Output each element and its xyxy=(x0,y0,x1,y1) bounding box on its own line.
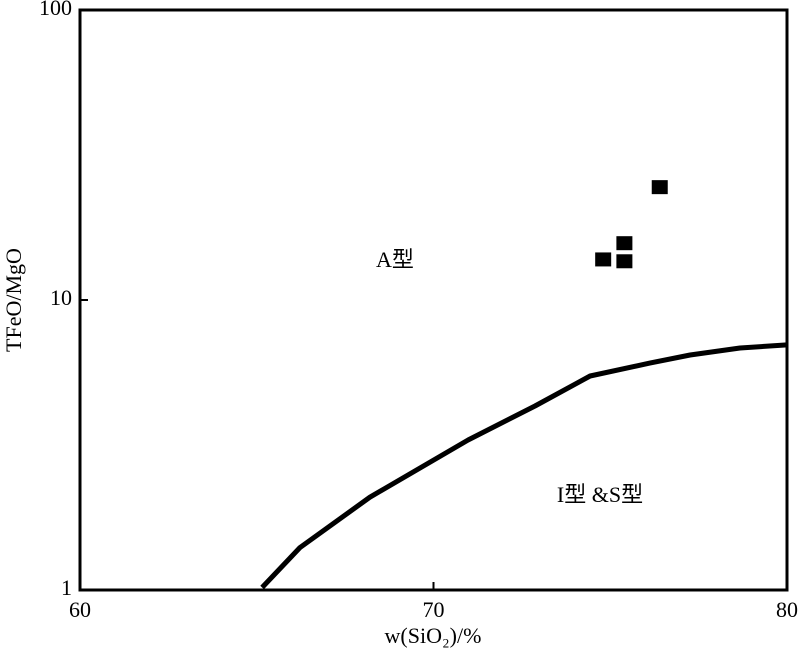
annotation: I型 &S型 xyxy=(557,482,643,507)
annotation: A型 xyxy=(376,247,414,272)
point xyxy=(651,180,668,195)
y-axis-label: TFeO/MgO xyxy=(1,248,26,352)
y-tick-label: 1 xyxy=(61,575,72,600)
point xyxy=(595,252,612,267)
boundary-line xyxy=(260,342,788,590)
x-tick-label: 80 xyxy=(776,597,798,622)
x-axis-label: w(SiO₂)/% xyxy=(385,623,482,648)
x-tick-label: 60 xyxy=(69,597,91,622)
y-tick-label: 10 xyxy=(50,285,72,310)
point xyxy=(616,236,633,251)
point xyxy=(616,254,633,269)
x-tick-label: 70 xyxy=(423,597,445,622)
plot-frame xyxy=(78,8,789,592)
y-tick-label: 100 xyxy=(39,0,72,20)
